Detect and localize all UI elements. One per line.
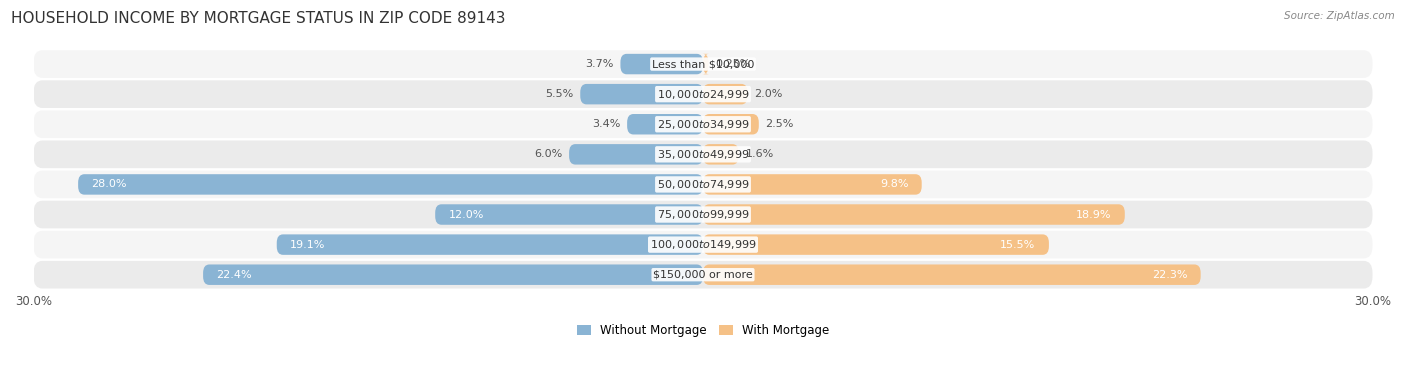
Text: 2.5%: 2.5% (765, 119, 794, 129)
FancyBboxPatch shape (277, 234, 703, 255)
FancyBboxPatch shape (703, 84, 748, 104)
FancyBboxPatch shape (620, 54, 703, 74)
FancyBboxPatch shape (202, 265, 703, 285)
Text: 22.3%: 22.3% (1152, 270, 1187, 280)
Text: 3.7%: 3.7% (585, 59, 614, 69)
Text: HOUSEHOLD INCOME BY MORTGAGE STATUS IN ZIP CODE 89143: HOUSEHOLD INCOME BY MORTGAGE STATUS IN Z… (11, 11, 506, 26)
Text: 6.0%: 6.0% (534, 149, 562, 160)
FancyBboxPatch shape (569, 144, 703, 164)
Text: Less than $10,000: Less than $10,000 (652, 59, 754, 69)
FancyBboxPatch shape (627, 114, 703, 135)
Text: 5.5%: 5.5% (546, 89, 574, 99)
FancyBboxPatch shape (34, 50, 1372, 78)
Text: $75,000 to $99,999: $75,000 to $99,999 (657, 208, 749, 221)
FancyBboxPatch shape (581, 84, 703, 104)
FancyBboxPatch shape (703, 144, 738, 164)
Text: $35,000 to $49,999: $35,000 to $49,999 (657, 148, 749, 161)
FancyBboxPatch shape (34, 80, 1372, 108)
Text: 12.0%: 12.0% (449, 209, 484, 220)
FancyBboxPatch shape (34, 141, 1372, 168)
Text: 3.4%: 3.4% (592, 119, 620, 129)
Text: 1.6%: 1.6% (745, 149, 773, 160)
Text: $150,000 or more: $150,000 or more (654, 270, 752, 280)
FancyBboxPatch shape (703, 114, 759, 135)
FancyBboxPatch shape (79, 174, 703, 195)
FancyBboxPatch shape (34, 201, 1372, 228)
Text: 15.5%: 15.5% (1000, 240, 1035, 249)
Text: $10,000 to $24,999: $10,000 to $24,999 (657, 88, 749, 101)
Text: Source: ZipAtlas.com: Source: ZipAtlas.com (1284, 11, 1395, 21)
FancyBboxPatch shape (34, 231, 1372, 259)
Text: 22.4%: 22.4% (217, 270, 252, 280)
Text: 0.25%: 0.25% (716, 59, 751, 69)
Text: $25,000 to $34,999: $25,000 to $34,999 (657, 118, 749, 131)
FancyBboxPatch shape (34, 110, 1372, 138)
FancyBboxPatch shape (703, 234, 1049, 255)
FancyBboxPatch shape (34, 170, 1372, 198)
Text: 19.1%: 19.1% (290, 240, 326, 249)
Text: $50,000 to $74,999: $50,000 to $74,999 (657, 178, 749, 191)
FancyBboxPatch shape (703, 54, 709, 74)
Text: $100,000 to $149,999: $100,000 to $149,999 (650, 238, 756, 251)
Text: 28.0%: 28.0% (91, 180, 127, 189)
Text: 2.0%: 2.0% (755, 89, 783, 99)
FancyBboxPatch shape (703, 265, 1201, 285)
Legend: Without Mortgage, With Mortgage: Without Mortgage, With Mortgage (576, 324, 830, 337)
Text: 9.8%: 9.8% (880, 180, 908, 189)
FancyBboxPatch shape (703, 204, 1125, 225)
Text: 18.9%: 18.9% (1076, 209, 1111, 220)
FancyBboxPatch shape (703, 174, 922, 195)
FancyBboxPatch shape (436, 204, 703, 225)
FancyBboxPatch shape (34, 261, 1372, 288)
